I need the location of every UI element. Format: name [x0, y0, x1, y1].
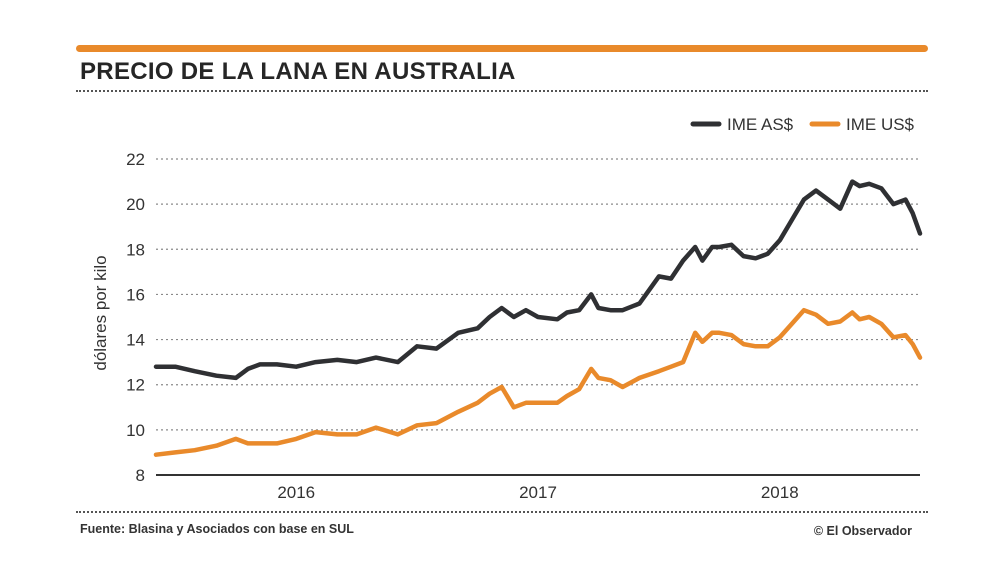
- y-tick-label: 14: [126, 331, 145, 350]
- legend-label: IME AS$: [727, 115, 794, 134]
- legend: IME AS$ IME US$: [690, 115, 915, 134]
- source-note: Fuente: Blasina y Asociados con base en …: [80, 522, 354, 536]
- x-tick-label: 2016: [277, 483, 315, 502]
- chart-title: PRECIO DE LA LANA EN AUSTRALIA: [80, 58, 516, 85]
- y-tick-label: 16: [126, 285, 145, 304]
- copyright-note: © El Observador: [813, 524, 912, 538]
- footer-divider: [76, 511, 928, 513]
- y-tick-label: 18: [126, 240, 145, 259]
- series-line-ime-us: [153, 307, 923, 457]
- axis-layer: 8 10 12 14 16 18 20 22 2016 2017 2018: [126, 150, 920, 502]
- title-divider: [76, 90, 928, 92]
- series-line-ime-as: [153, 179, 923, 381]
- y-tick-label: 8: [136, 466, 145, 485]
- y-tick-label: 12: [126, 376, 145, 395]
- legend-label: IME US$: [846, 115, 915, 134]
- y-tick-label: 10: [126, 421, 145, 440]
- y-tick-label: 22: [126, 150, 145, 169]
- top-accent-bar: [76, 45, 928, 52]
- grid-layer: [156, 158, 920, 431]
- y-axis-label: dólares por kilo: [91, 255, 110, 370]
- y-tick-label: 20: [126, 195, 145, 214]
- series-layer: [153, 179, 923, 457]
- x-tick-label: 2017: [519, 483, 557, 502]
- x-tick-label: 2018: [761, 483, 799, 502]
